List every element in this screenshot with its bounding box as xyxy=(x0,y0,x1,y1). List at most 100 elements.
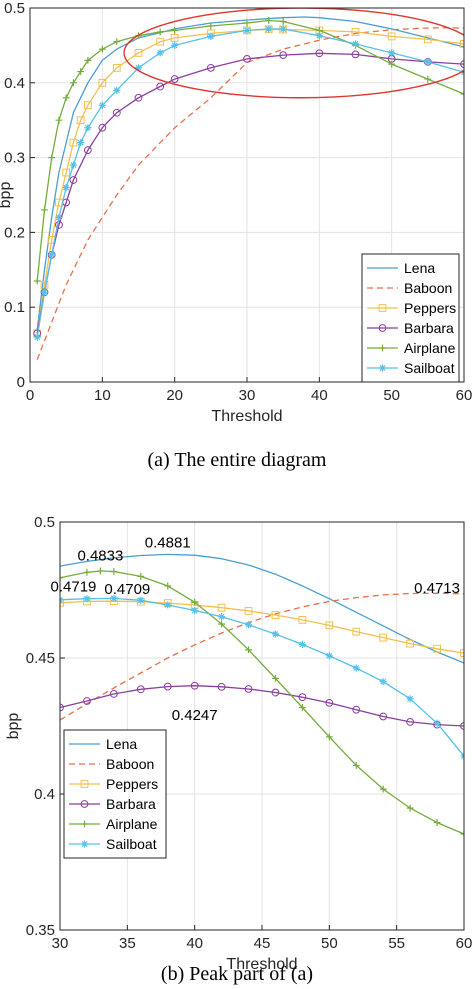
series-line-sailboat xyxy=(60,597,464,757)
x-tick-label: 60 xyxy=(456,935,473,952)
data-point-barbara xyxy=(279,51,288,60)
y-tick-label: 0.35 xyxy=(26,922,55,939)
data-label: 0.4247 xyxy=(172,707,218,724)
data-point-barbara xyxy=(190,681,199,690)
data-label: 0.4719 xyxy=(51,578,97,595)
data-point-barbara xyxy=(170,75,179,83)
caption-a: (a) The entire diagram xyxy=(148,449,327,471)
legend-label: Airplane xyxy=(404,340,456,356)
x-tick-label: 30 xyxy=(239,387,256,404)
x-tick-label: 0 xyxy=(26,387,34,404)
data-point-sailboat xyxy=(134,64,143,72)
data-point-airplane xyxy=(62,94,70,102)
data-point-sailboat xyxy=(191,606,199,614)
data-point-sailboat xyxy=(388,49,396,57)
data-point-sailboat xyxy=(84,124,92,132)
data-point-barbara xyxy=(379,712,388,721)
data-point-sailboat xyxy=(243,26,251,35)
data-point-barbara xyxy=(83,146,92,155)
y-tick-label: 0.2 xyxy=(4,224,25,241)
legend-marker-peppers xyxy=(80,780,89,788)
data-point-peppers xyxy=(387,32,396,41)
data-point-barbara xyxy=(98,123,107,132)
data-point-peppers xyxy=(406,639,415,648)
data-point-barbara xyxy=(136,685,145,694)
legend-label: Peppers xyxy=(404,300,456,316)
data-point-barbara xyxy=(244,685,253,693)
series-line-barbara xyxy=(60,685,464,727)
data-point-barbara xyxy=(315,49,324,58)
data-point-airplane xyxy=(156,28,164,36)
data-point-peppers xyxy=(325,621,334,630)
data-point-barbara xyxy=(83,697,91,705)
y-tick-label: 0.1 xyxy=(4,299,25,316)
data-point-sailboat xyxy=(110,594,118,603)
data-point-sailboat xyxy=(315,32,323,40)
legend-label: Sailboat xyxy=(106,836,157,852)
series-line-baboon xyxy=(60,592,464,721)
data-point-peppers xyxy=(217,603,226,612)
data-point-peppers xyxy=(271,611,280,619)
series-line-lena xyxy=(36,16,464,330)
data-point-airplane xyxy=(113,38,121,46)
data-point-peppers xyxy=(62,168,71,177)
legend-marker-sailboat xyxy=(80,840,89,848)
data-point-peppers xyxy=(60,598,64,607)
data-point-airplane xyxy=(41,206,48,214)
legend-box xyxy=(63,729,167,859)
data-label: 0.4709 xyxy=(104,581,150,598)
data-point-airplane xyxy=(245,646,252,654)
data-point-sailboat xyxy=(83,595,91,603)
plot-series xyxy=(33,8,464,360)
data-point-barbara xyxy=(460,722,464,730)
data-point-barbara xyxy=(55,221,63,229)
data-point-peppers xyxy=(433,644,441,653)
y-tick-label: 0.4 xyxy=(4,75,25,92)
x-tick-label: 30 xyxy=(52,935,69,952)
chart-a: 0 10 20 30 40 50 60 0 0.1 0.2 0.3 0.4 0.5 Threshold bp… xyxy=(0,0,472,425)
data-point-sailboat xyxy=(48,251,56,259)
x-axis-label: Threshold xyxy=(211,408,282,425)
data-point-sailboat xyxy=(171,41,179,49)
data-point-airplane xyxy=(460,90,464,98)
data-point-sailboat xyxy=(352,664,360,672)
data-point-sailboat xyxy=(40,288,49,296)
data-point-barbara xyxy=(109,690,118,698)
data-point-barbara xyxy=(325,698,334,707)
data-point-airplane xyxy=(77,68,85,75)
data-point-airplane xyxy=(83,568,91,576)
data-point-peppers xyxy=(134,48,143,57)
data-point-sailboat xyxy=(55,213,63,222)
legend-label: Baboon xyxy=(106,756,154,772)
data-point-airplane xyxy=(352,762,360,769)
data-point-sailboat xyxy=(33,333,41,341)
data-point-airplane xyxy=(299,704,306,711)
data-point-peppers xyxy=(423,35,432,44)
series-line-barbara xyxy=(36,52,464,334)
legend-label: Lena xyxy=(106,736,137,752)
legend-box xyxy=(361,253,460,383)
y-tick-label: 0.45 xyxy=(26,650,55,667)
data-point-sailboat xyxy=(298,640,306,648)
data-point-airplane xyxy=(110,568,118,575)
data-point-sailboat xyxy=(406,695,414,703)
data-point-airplane xyxy=(279,18,287,25)
legend-label: Peppers xyxy=(106,776,158,792)
legend-label: Airplane xyxy=(106,816,158,832)
data-point-peppers xyxy=(76,116,85,125)
data-point-airplane xyxy=(433,819,441,826)
data-point-airplane xyxy=(55,116,63,124)
x-tick-label: 10 xyxy=(94,387,111,404)
data-point-peppers xyxy=(156,37,165,46)
data-point-sailboat xyxy=(379,678,387,686)
data-point-sailboat xyxy=(244,621,253,629)
data-point-sailboat xyxy=(69,161,77,169)
data-point-sailboat xyxy=(207,32,215,41)
x-tick-label: 40 xyxy=(311,387,328,404)
data-point-sailboat xyxy=(433,719,441,727)
data-point-peppers xyxy=(244,607,253,615)
data-point-barbara xyxy=(156,82,165,91)
legend: Lena Baboon Peppers Barbara Airplane Sailboat xyxy=(361,253,460,383)
data-point-airplane xyxy=(137,573,145,580)
